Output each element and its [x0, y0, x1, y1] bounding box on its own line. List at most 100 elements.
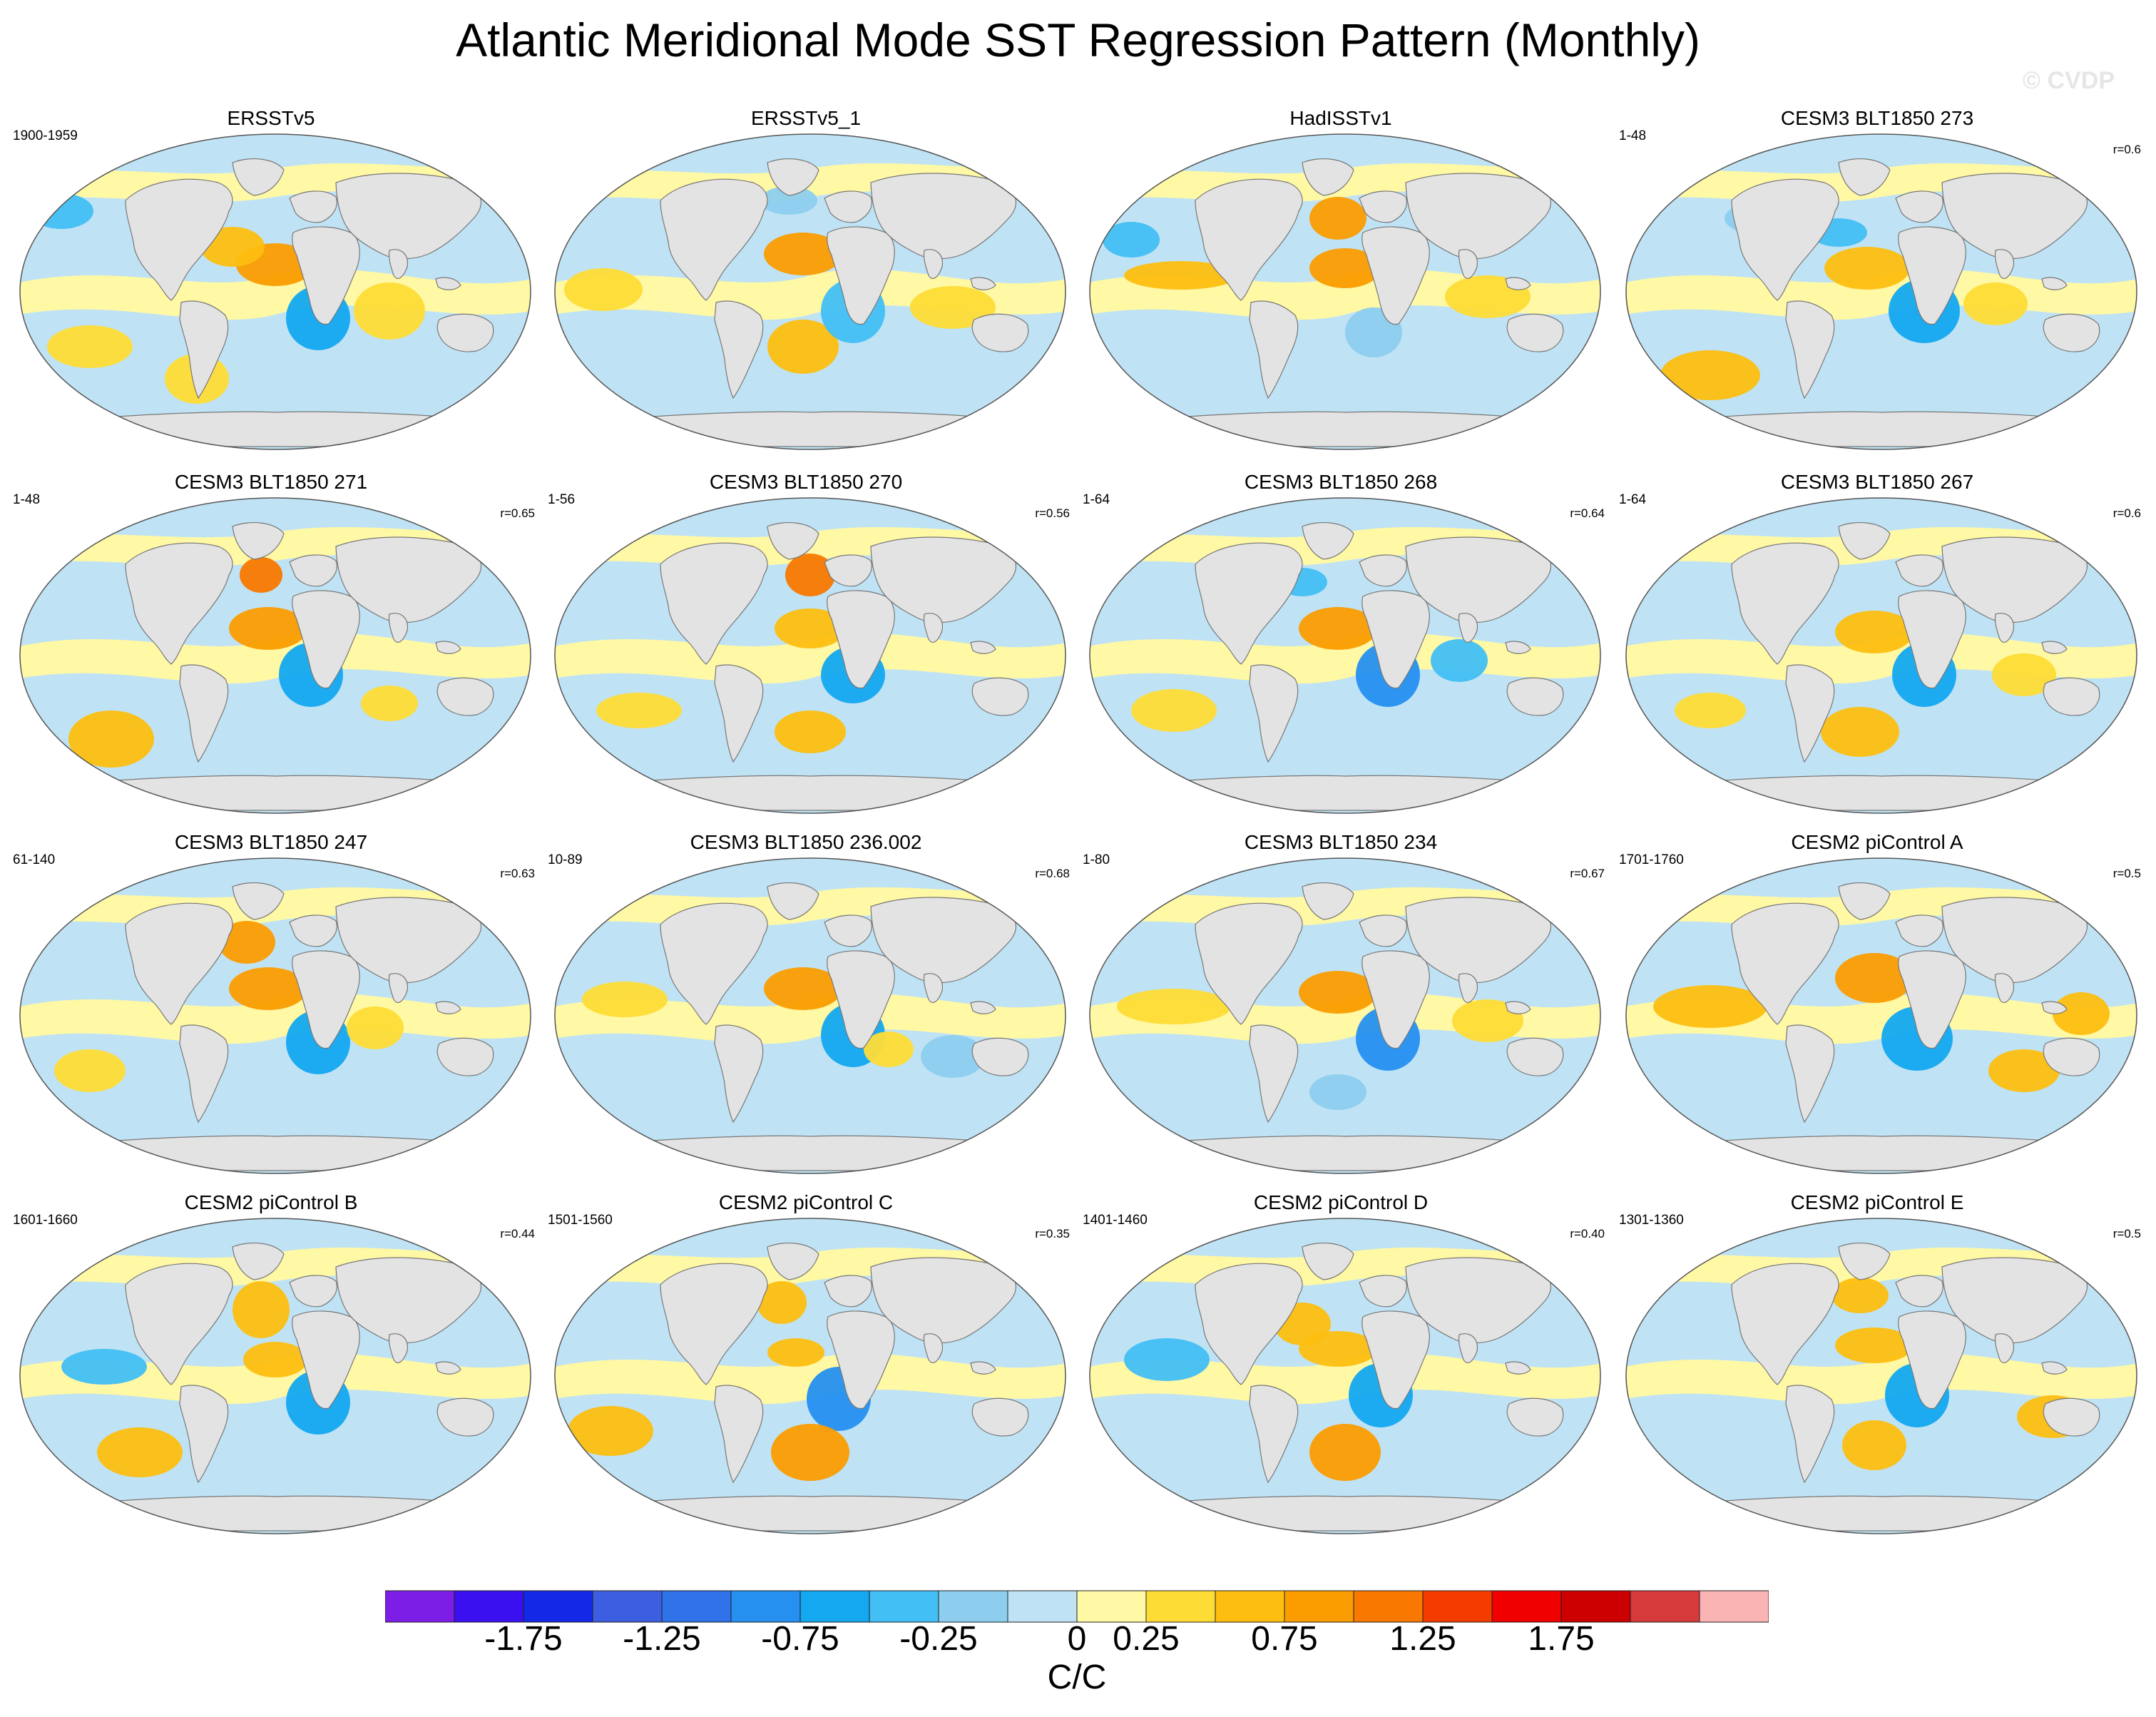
map-panel: CESM3 BLT1850 247 61-140 r=0.63: [7, 831, 535, 1188]
panel-title: CESM2 piControl C: [718, 1191, 894, 1213]
land-mass: [714, 1385, 764, 1484]
colorbar-swatch: [1007, 1590, 1078, 1623]
anomaly-region: [785, 554, 835, 596]
colorbar-tick-label: -0.75: [761, 1620, 839, 1658]
anomaly-region: [243, 1342, 307, 1377]
map-border: [1089, 1218, 1601, 1534]
land-mass: [1785, 1385, 1835, 1484]
land-mass: [46, 1135, 505, 1171]
anomaly-region: [361, 686, 418, 721]
map-panel: ERSSTv5_1: [542, 107, 1070, 464]
panel-years: 61-140: [13, 852, 56, 867]
land-mass: [179, 1024, 229, 1124]
anomaly-region: [1103, 222, 1160, 258]
land-mass: [1115, 1495, 1575, 1532]
land-mass: [1731, 542, 1839, 665]
land-mass: [971, 1037, 1029, 1076]
colorbar-swatch: [592, 1590, 663, 1623]
land-mass: [824, 190, 872, 223]
land-mass: [1359, 1275, 1407, 1308]
land-mass: [1895, 190, 1943, 223]
land-mass: [1838, 158, 1891, 196]
panel-correlation: r=0.35: [1035, 1227, 1070, 1240]
panel-years: 1701-1760: [1619, 852, 1684, 867]
map-border: [554, 497, 1066, 814]
map-border: [1089, 497, 1601, 814]
land-mass: [1405, 897, 1551, 984]
panel-years: 1900-1959: [13, 128, 78, 143]
land-mass: [2043, 1037, 2100, 1076]
map-border: [19, 857, 531, 1174]
land-mass: [660, 902, 768, 1025]
land-mass: [767, 521, 819, 560]
anomaly-band: [555, 1353, 1066, 1405]
map-panel: CESM2 piControl C 1501-1560 r=0.35: [542, 1191, 1070, 1548]
panel-years: 1601-1660: [13, 1213, 78, 1228]
panel-title: CESM2 piControl D: [1253, 1191, 1429, 1213]
land-mass: [767, 158, 819, 196]
sst-map: [554, 497, 1066, 814]
land-mass: [581, 411, 1040, 447]
land-mass: [1195, 902, 1303, 1025]
land-mass: [46, 411, 505, 447]
panel-title: CESM3 BLT1850 247: [174, 831, 368, 853]
panel-title: CESM2 piControl B: [184, 1191, 358, 1213]
sst-map: [1089, 1218, 1601, 1534]
land-mass: [824, 554, 872, 587]
sst-map: [1625, 1218, 2137, 1534]
colorbar-tick-label: 1.75: [1528, 1620, 1595, 1658]
land-mass: [923, 1333, 944, 1363]
map-border: [19, 497, 531, 814]
colorbar-swatch: [1284, 1590, 1354, 1623]
anomaly-region: [347, 1007, 404, 1049]
panel-correlation: r=0.40: [1570, 1227, 1605, 1240]
anomaly-region: [47, 325, 133, 368]
colorbar-swatch: [938, 1590, 1008, 1623]
anomaly-region: [1963, 282, 2028, 325]
land-mass: [1195, 542, 1303, 665]
panel-years: 1-56: [548, 492, 576, 507]
anomaly-band: [20, 1353, 531, 1405]
land-mass: [1652, 775, 2111, 811]
map-panel: CESM3 BLT1850 234 1-80 r=0.67: [1077, 831, 1605, 1188]
sst-map: [19, 1218, 531, 1534]
anomaly-region: [1653, 985, 1767, 1028]
anomaly-region: [1299, 607, 1377, 650]
panel-title: ERSSTv5: [227, 107, 315, 129]
panel-title: ERSSTv5_1: [750, 107, 862, 129]
anomaly-region: [1431, 639, 1488, 682]
colorbar-swatch: [1215, 1590, 1285, 1623]
anomaly-band: [1090, 1353, 1600, 1405]
colorbar-tick-label: 1.25: [1389, 1620, 1456, 1658]
land-mass: [923, 249, 944, 279]
sst-map: [554, 133, 1066, 450]
panel-title: CESM2 piControl A: [1791, 831, 1963, 853]
land-mass: [388, 1333, 409, 1363]
land-mass: [970, 1001, 996, 1014]
land-mass: [714, 300, 764, 399]
panel-years: 1-48: [13, 492, 41, 507]
map-border: [1089, 857, 1601, 1174]
land-mass: [179, 1385, 229, 1484]
panel-correlation: r=0.6: [2112, 506, 2141, 520]
land-mass: [1302, 521, 1354, 560]
land-mass: [232, 158, 285, 196]
colorbar-swatch: [1560, 1590, 1631, 1623]
panel-correlation: r=0.64: [1570, 506, 1605, 520]
land-mass: [870, 897, 1016, 984]
land-mass: [289, 1275, 337, 1308]
sst-map: [19, 133, 531, 450]
land-mass: [1115, 411, 1575, 447]
land-mass: [1405, 1257, 1551, 1344]
colorbar-swatch: [1699, 1590, 1769, 1623]
anomaly-region: [1299, 1331, 1377, 1367]
colorbar-swatch: [1076, 1590, 1147, 1623]
anomaly-region: [757, 1281, 807, 1324]
land-mass: [1785, 1024, 1835, 1124]
anomaly-region: [54, 1049, 126, 1092]
panel-years: 1-48: [1619, 128, 1647, 143]
land-mass: [435, 1001, 461, 1014]
land-mass: [125, 1263, 233, 1385]
land-mass: [1994, 613, 2015, 643]
